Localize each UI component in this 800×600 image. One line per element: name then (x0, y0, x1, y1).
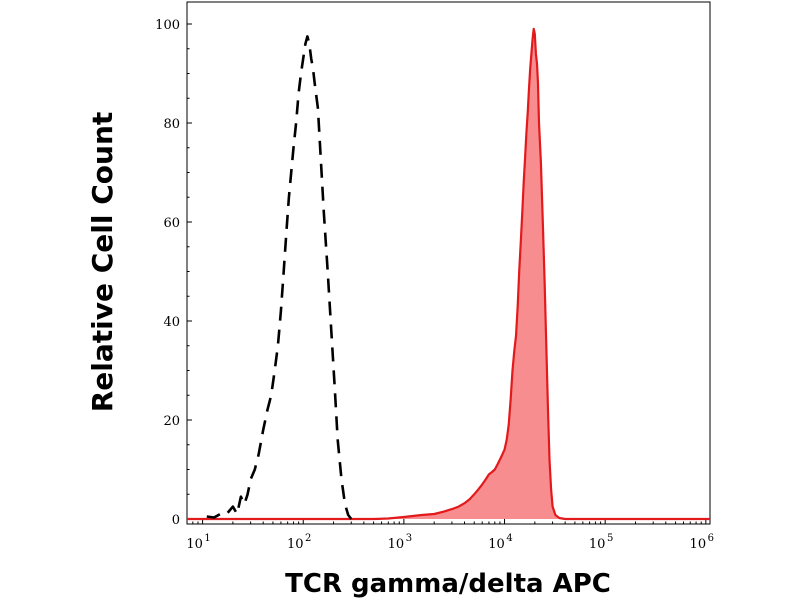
x-tick-label: 10 6 (690, 533, 714, 552)
series-1-line (187, 27, 710, 521)
x-tick-base: 10 (488, 537, 505, 552)
x-tick-exponent: 5 (607, 533, 613, 544)
x-axis: 10 1 10 2 10 3 10 4 10 5 10 6 (186, 519, 714, 552)
x-tick-exponent: 1 (204, 533, 210, 544)
x-tick-exponent: 2 (305, 533, 311, 544)
x-tick-base: 10 (690, 537, 707, 552)
y-tick-label: 40 (163, 315, 180, 330)
x-tick-base: 10 (186, 537, 203, 552)
series-1-area (187, 28, 710, 520)
series-layer (187, 27, 710, 521)
x-tick-label: 10 5 (589, 533, 613, 552)
y-axis-label: Relative Cell Count (86, 112, 119, 413)
y-axis: 0 20 40 60 80 100 (155, 18, 192, 528)
x-tick-label: 10 4 (488, 533, 512, 552)
x-tick-exponent: 4 (506, 533, 512, 544)
x-tick-label: 10 2 (287, 533, 311, 552)
x-tick-label: 10 1 (186, 533, 210, 552)
x-tick-exponent: 6 (708, 533, 714, 544)
y-tick-label: 20 (163, 414, 180, 429)
x-tick-base: 10 (589, 537, 606, 552)
y-tick-label: 0 (172, 513, 180, 528)
x-tick-base: 10 (388, 537, 405, 552)
x-tick-exponent: 3 (406, 533, 412, 544)
x-tick-base: 10 (287, 537, 304, 552)
y-tick-label: 100 (155, 18, 180, 33)
y-tick-label: 80 (163, 117, 180, 132)
y-tick-label: 60 (163, 216, 180, 231)
x-axis-label: TCR gamma/delta APC (285, 569, 611, 599)
series-0-line (206, 35, 353, 520)
plot-frame (186, 1, 711, 525)
x-tick-label: 10 3 (388, 533, 412, 552)
